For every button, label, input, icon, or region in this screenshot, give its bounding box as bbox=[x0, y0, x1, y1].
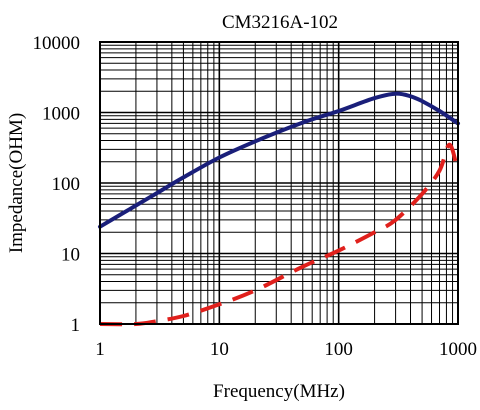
y-tick-labels: 1 10 100 1000 10000 bbox=[33, 33, 81, 336]
chart-title: CM3216A-102 bbox=[222, 12, 338, 33]
series-line-solid bbox=[98, 91, 460, 229]
series-line-dashed bbox=[99, 142, 460, 327]
x-axis-label: Frequency(MHz) bbox=[213, 381, 345, 402]
y-tick-label: 10000 bbox=[33, 33, 81, 54]
y-axis-label: Impedance(OHM) bbox=[6, 113, 27, 253]
chart-grid bbox=[100, 42, 458, 324]
series-layer bbox=[98, 91, 460, 327]
x-tick-labels: 1 10 100 1000 bbox=[95, 339, 477, 360]
plot-frame bbox=[99, 41, 459, 325]
y-tick-label: 100 bbox=[52, 174, 81, 195]
x-tick-label: 1 bbox=[95, 339, 105, 360]
y-tick-label: 1000 bbox=[42, 104, 80, 125]
x-tick-label: 100 bbox=[324, 339, 353, 360]
x-tick-label: 10 bbox=[210, 339, 229, 360]
x-tick-label: 1000 bbox=[439, 339, 477, 360]
y-tick-label: 1 bbox=[71, 315, 81, 336]
y-tick-label: 10 bbox=[61, 245, 80, 266]
